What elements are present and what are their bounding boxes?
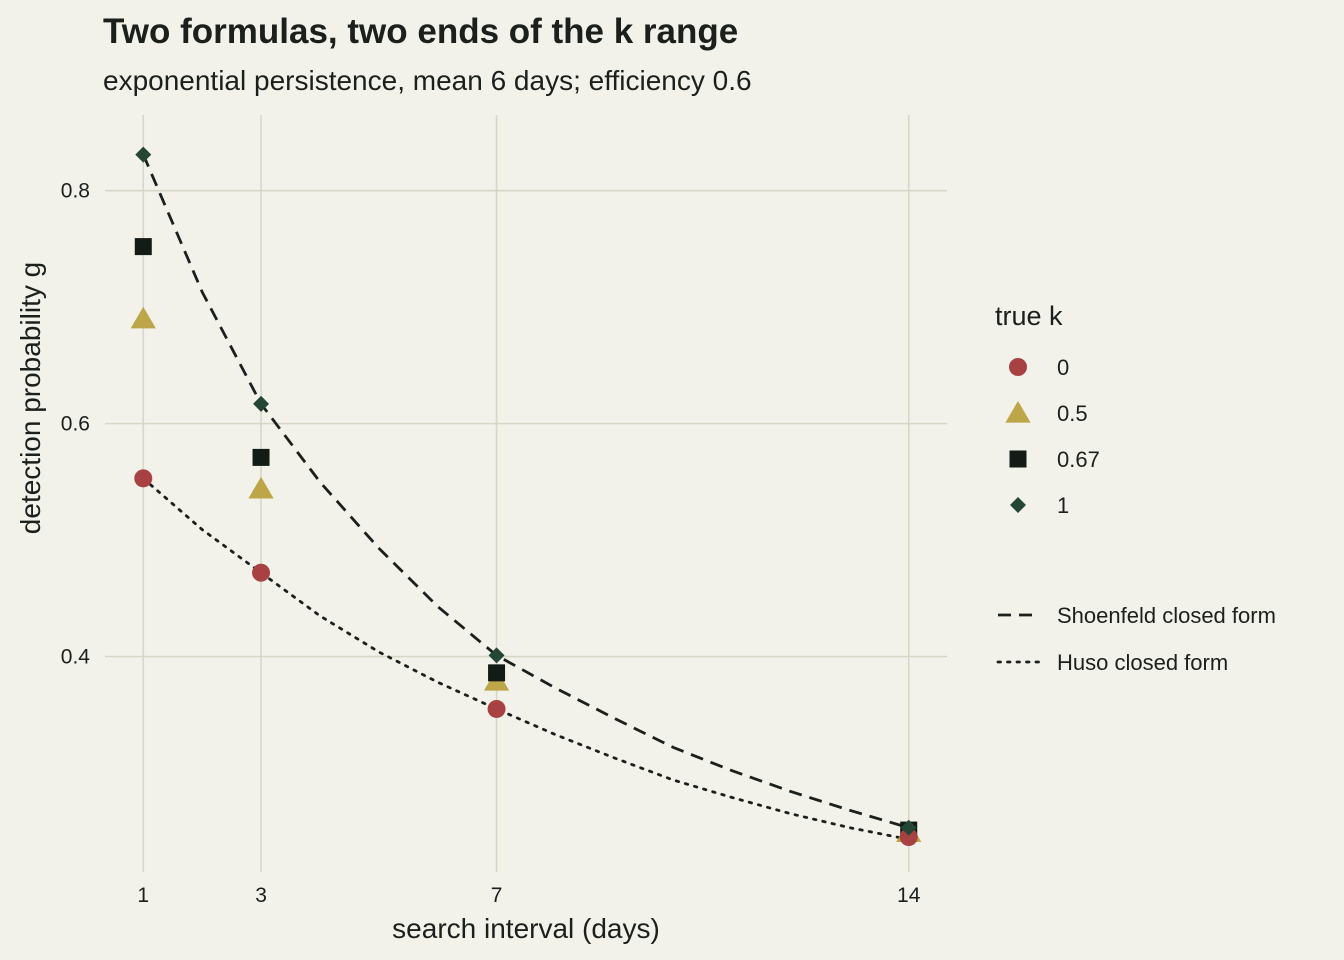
data-points — [130, 146, 922, 847]
data-point-k-0 — [134, 469, 153, 488]
data-point-k-0_67 — [488, 664, 506, 682]
legend-key-1 — [1010, 497, 1026, 513]
grid — [105, 115, 947, 872]
legend: true k 0 0.5 0.67 1 Shoenfeld closed form Hu… — [995, 301, 1276, 675]
huso-line — [141, 477, 911, 841]
data-point-k-0 — [487, 699, 506, 718]
data-point-k-1 — [900, 819, 917, 836]
chart-title: Two formulas, two ends of the k range — [103, 12, 738, 51]
legend-label: 0.67 — [1057, 447, 1100, 472]
x-tick-label: 1 — [137, 884, 149, 907]
legend-point-entries: 0 0.5 0.67 1 — [1005, 355, 1100, 518]
data-point-k-0_5 — [130, 306, 156, 329]
fit-lines — [141, 154, 911, 841]
y-tick-label: 0.8 — [61, 180, 90, 203]
legend-key-0_67 — [1009, 450, 1027, 468]
x-tick-label: 7 — [491, 884, 503, 907]
x-axis-label: search interval (days) — [392, 913, 660, 944]
legend-title: true k — [995, 301, 1063, 331]
data-point-k-1 — [135, 146, 152, 163]
legend-label: 0 — [1057, 355, 1069, 380]
data-point-k-0 — [252, 563, 271, 582]
chart-subtitle: exponential persistence, mean 6 days; ef… — [103, 65, 752, 96]
legend-line-label: Huso closed form — [1057, 650, 1228, 675]
y-tick-label: 0.6 — [61, 413, 90, 436]
legend-key-0 — [1009, 358, 1027, 376]
shoenfeld-line — [142, 154, 910, 830]
data-point-k-1 — [253, 395, 270, 412]
legend-line-label: Shoenfeld closed form — [1057, 603, 1276, 628]
data-point-k-0 — [899, 828, 918, 847]
data-point-k-1 — [488, 647, 505, 664]
data-point-k-0_67 — [134, 238, 152, 256]
x-tick-label: 3 — [255, 884, 267, 907]
y-axis-label: detection probability g — [15, 262, 46, 534]
axis-ticks: 1 3 7 14 0.4 0.6 0.8 — [61, 180, 921, 907]
data-point-k-0_67 — [252, 448, 270, 466]
legend-label: 1 — [1057, 493, 1069, 518]
x-tick-label: 14 — [897, 884, 921, 907]
legend-line-entries: Shoenfeld closed form Huso closed form — [996, 603, 1276, 675]
y-tick-label: 0.4 — [61, 646, 91, 669]
legend-label: 0.5 — [1057, 401, 1088, 426]
legend-key-0_5 — [1005, 401, 1031, 423]
data-point-k-0_5 — [248, 476, 274, 499]
